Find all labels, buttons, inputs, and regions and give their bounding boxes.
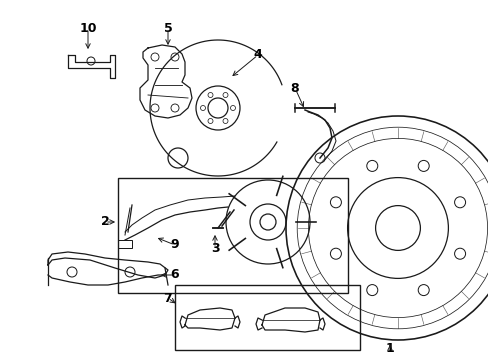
Text: 6: 6 bbox=[170, 269, 179, 282]
Text: 5: 5 bbox=[163, 22, 172, 35]
Text: 7: 7 bbox=[163, 292, 172, 305]
Bar bbox=[118, 178, 347, 293]
Text: 3: 3 bbox=[210, 242, 219, 255]
Bar bbox=[118, 240, 132, 248]
Bar bbox=[175, 285, 359, 350]
Text: 10: 10 bbox=[79, 22, 97, 35]
Text: 4: 4 bbox=[253, 49, 262, 62]
Text: 9: 9 bbox=[170, 238, 179, 252]
Text: 1: 1 bbox=[385, 342, 393, 355]
Text: 8: 8 bbox=[290, 81, 299, 94]
Text: 2: 2 bbox=[101, 216, 109, 229]
